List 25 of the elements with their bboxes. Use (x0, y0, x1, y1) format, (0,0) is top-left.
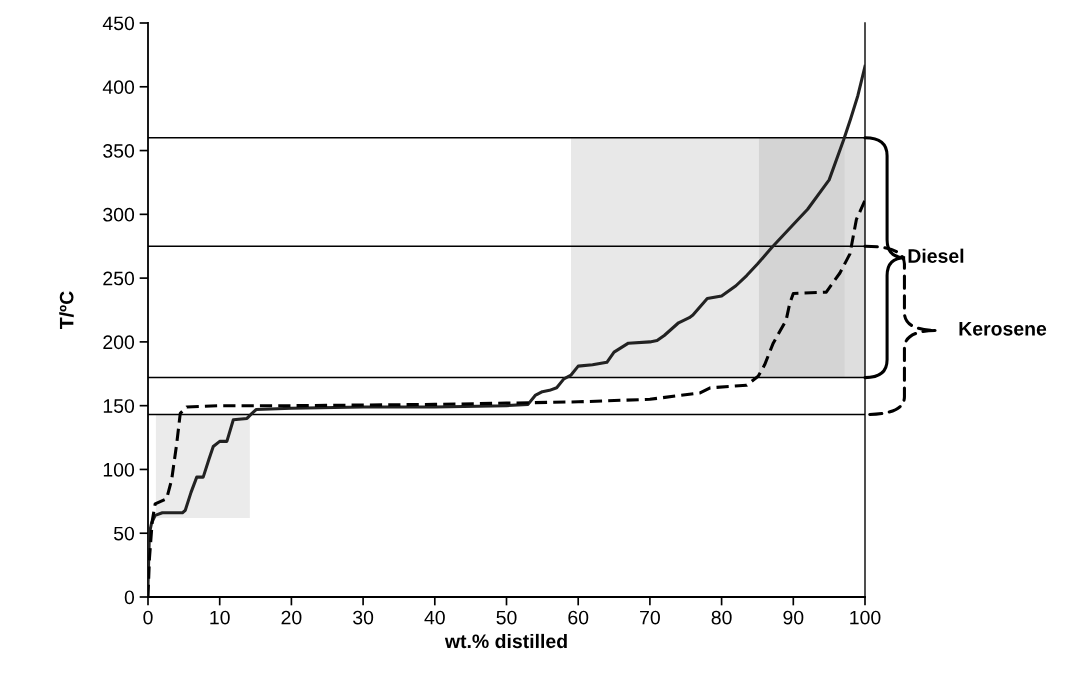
y-tick-label: 350 (103, 144, 135, 158)
y-tick-label: 250 (103, 271, 135, 286)
x-tick-label: 90 (783, 610, 804, 625)
x-tick-label: 10 (210, 610, 230, 625)
x-tick-label: 70 (640, 610, 660, 625)
y-tick-label: 400 (102, 80, 135, 95)
y-axis-title: T/ºC (59, 291, 74, 329)
y-tick-label: 0 (124, 590, 135, 605)
x-tick-label: 20 (281, 610, 302, 625)
x-tick-label: 30 (353, 610, 374, 625)
y-tick-label: 150 (103, 399, 135, 413)
y-tick-label: 50 (113, 526, 135, 541)
x-tick-label: 50 (496, 610, 517, 625)
x-tick-label: 80 (711, 610, 732, 625)
x-axis-title: wt.% distilled (444, 633, 567, 649)
y-tick-label: 450 (102, 16, 135, 31)
x-tick-label: 40 (424, 610, 445, 625)
x-tick-label: 60 (568, 610, 589, 625)
x-tick-label: 0 (143, 610, 153, 625)
y-tick-label: 100 (103, 462, 135, 477)
x-tick-label: 100 (850, 610, 881, 625)
text: Diesel (908, 248, 964, 263)
text: Kerosene (959, 322, 1047, 336)
y-tick-label: 200 (103, 335, 135, 350)
y-tick-label: 300 (103, 207, 135, 222)
